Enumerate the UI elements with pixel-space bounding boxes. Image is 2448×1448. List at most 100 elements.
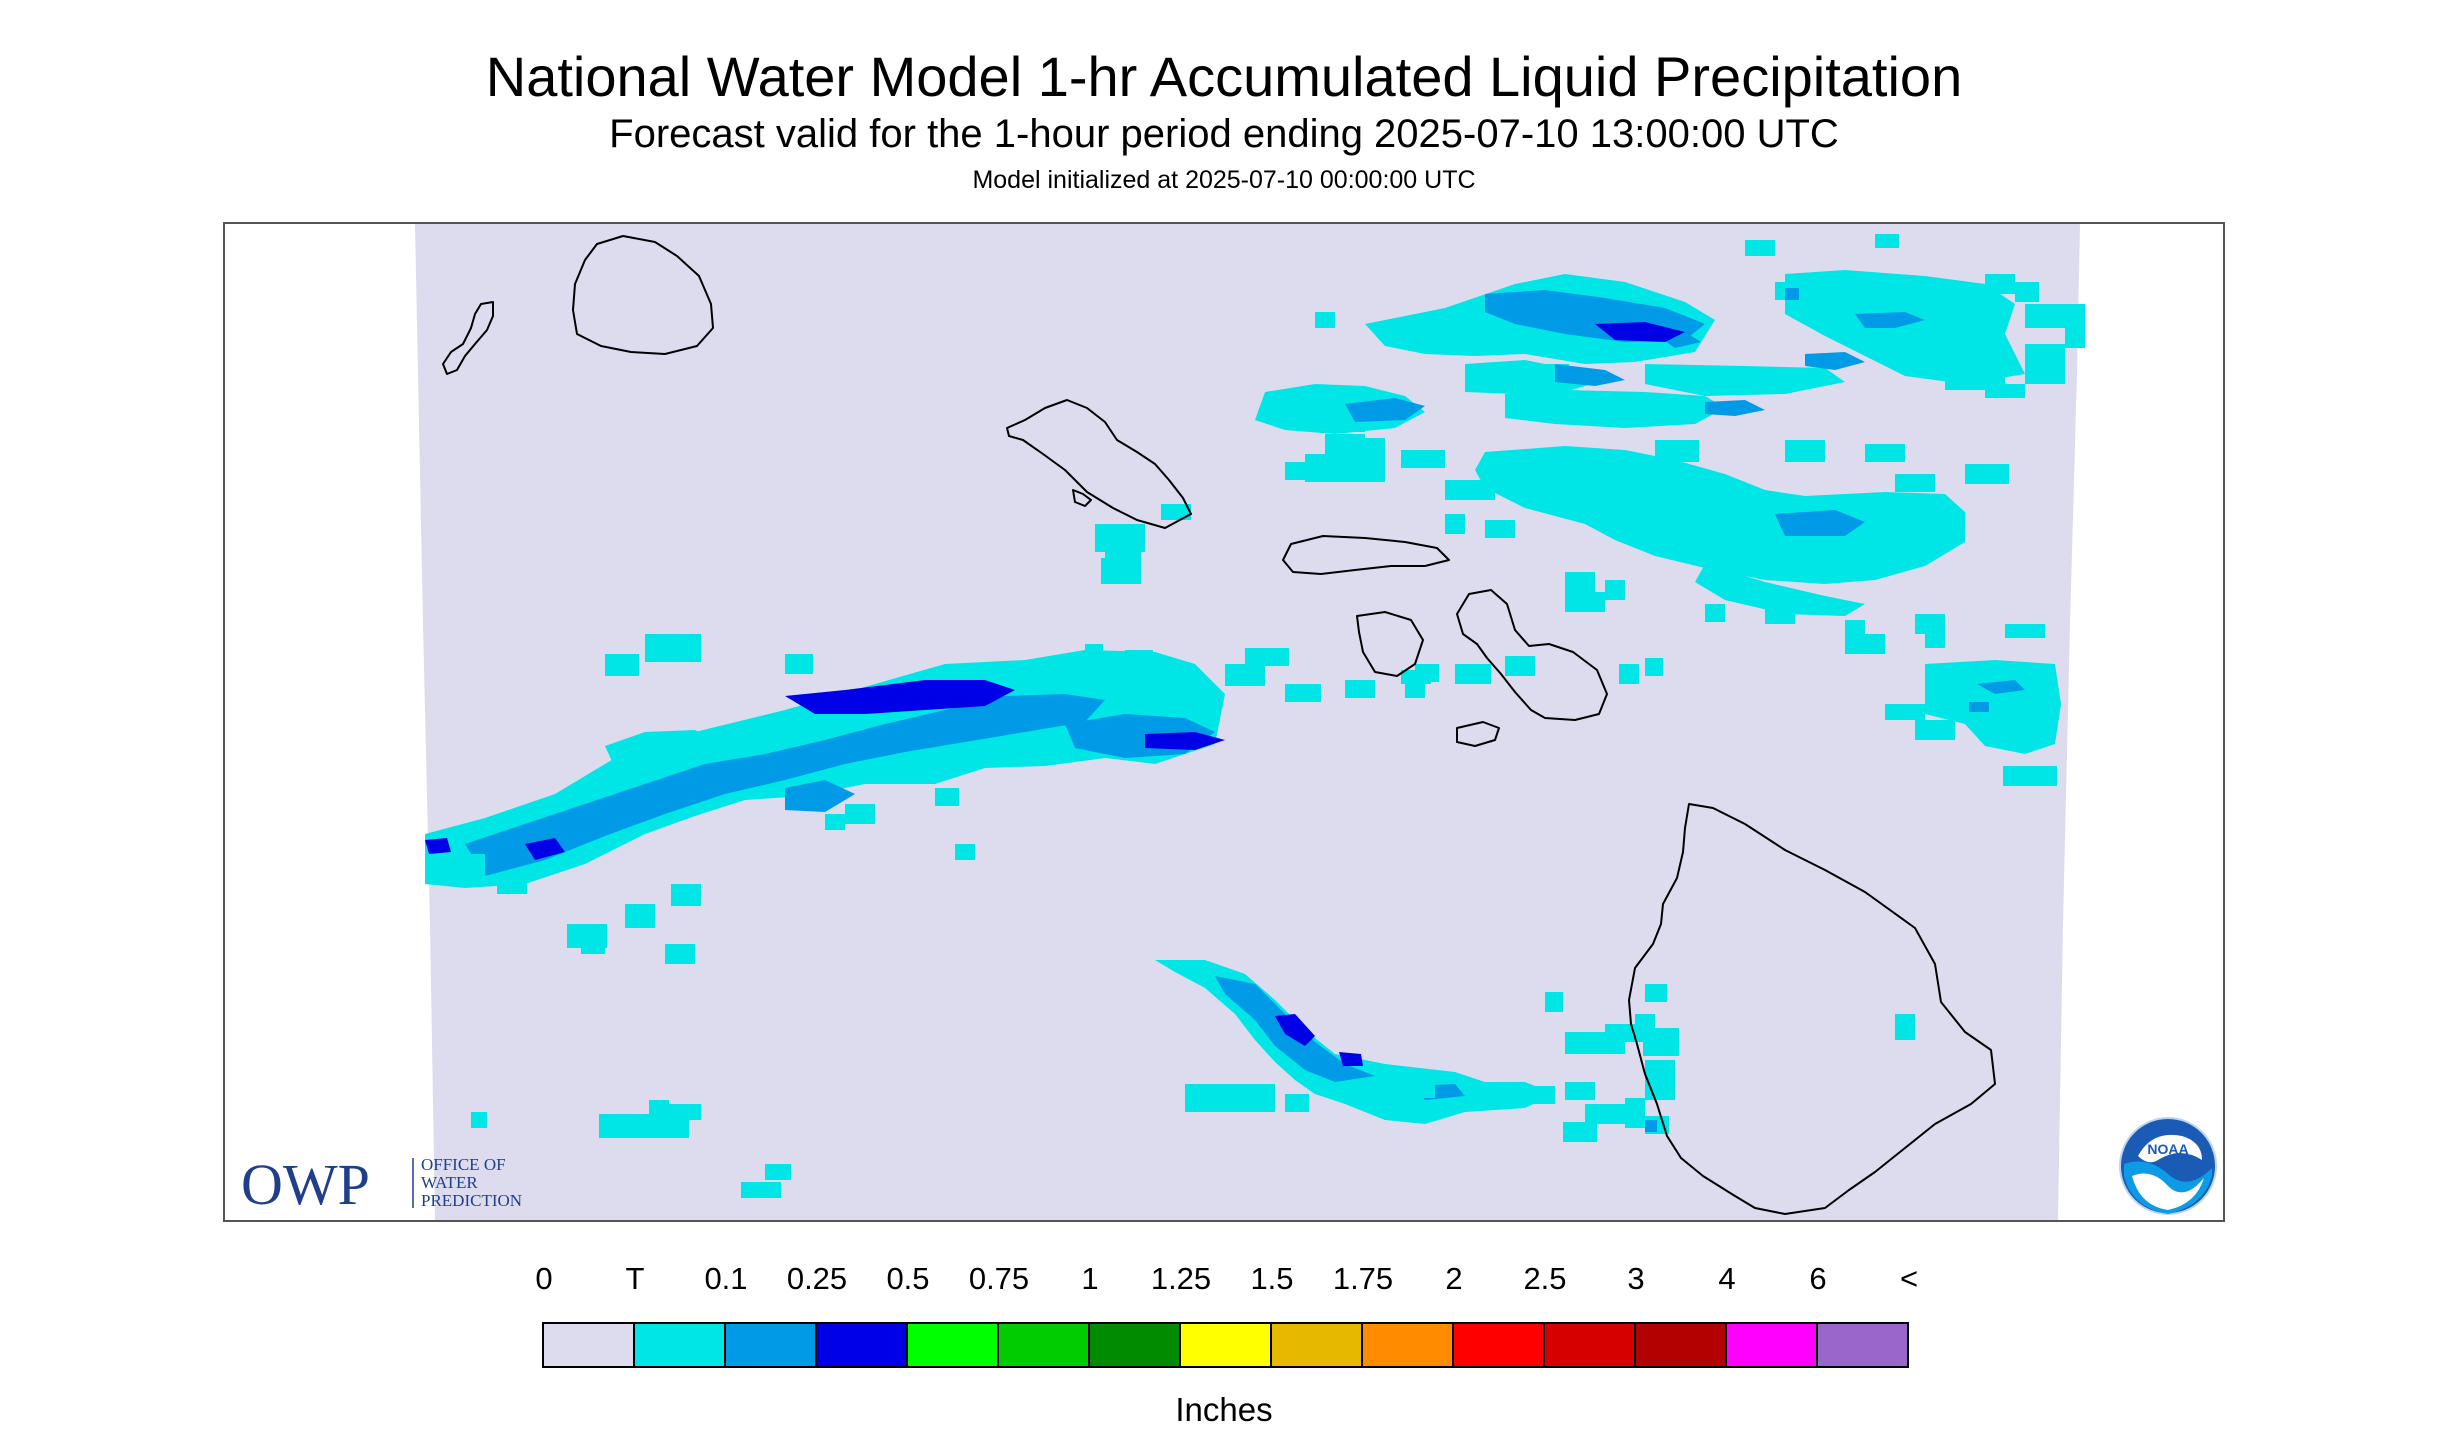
precip-cell xyxy=(1885,284,1925,300)
kahoolawe-island xyxy=(1456,721,1500,747)
owp-logo-line-1: OFFICE OF xyxy=(421,1155,506,1174)
precip-cell xyxy=(671,884,701,906)
precip-cell xyxy=(1245,648,1289,666)
legend-swatch xyxy=(635,1324,726,1366)
precip-cell xyxy=(1785,440,1825,462)
precip-cell xyxy=(2005,624,2045,638)
precip-cell xyxy=(1645,1120,1657,1132)
precip-cell xyxy=(1445,480,1495,500)
precip-cell xyxy=(1525,480,1585,502)
precip-cell xyxy=(1625,1098,1645,1128)
precip-cell xyxy=(741,1182,781,1198)
precip-cell xyxy=(1285,684,1321,702)
noaa-logo: NOAA xyxy=(2119,1117,2217,1215)
legend-label: 6 xyxy=(1809,1261,1827,1296)
precip-band-east xyxy=(1925,660,2061,754)
precip-band-northeast-mid xyxy=(1805,352,1865,370)
owp-logo-line-2: WATER xyxy=(421,1173,478,1192)
precip-cell xyxy=(1865,444,1905,462)
legend-swatch xyxy=(1181,1324,1272,1366)
precip-cell xyxy=(1405,1084,1435,1098)
precip-cell xyxy=(1655,440,1699,462)
precip-band-west xyxy=(605,730,725,770)
legend-label: < xyxy=(1899,1261,1919,1296)
precip-cell xyxy=(1285,1094,1309,1112)
precip-band-northeast xyxy=(1695,564,1865,616)
precip-cell xyxy=(1619,664,1639,684)
precip-cell xyxy=(955,844,975,860)
precip-cell xyxy=(1985,274,2015,294)
precip-cell xyxy=(1305,454,1385,482)
legend-swatch xyxy=(1727,1324,1818,1366)
precip-cell xyxy=(1645,658,1663,676)
precip-band-northeast-mid xyxy=(1555,364,1625,386)
precip-cell xyxy=(1635,1014,1655,1030)
honolulu-harbor-detail xyxy=(1072,489,1092,507)
map-canvas xyxy=(415,224,2085,1220)
precip-band-northeast-mid xyxy=(1705,400,1765,416)
precip-cell xyxy=(645,634,701,662)
precip-band-northeast-core xyxy=(1595,322,1685,342)
precip-cell xyxy=(1845,634,1885,654)
precip-band-northeast-mid xyxy=(1855,312,1925,328)
precip-cell xyxy=(1315,312,1335,328)
precip-cell xyxy=(1885,704,1925,720)
precip-cell xyxy=(1085,644,1103,662)
precip-cell xyxy=(1895,474,1935,492)
precip-cell xyxy=(471,1112,487,1128)
legend-swatch xyxy=(817,1324,908,1366)
precipitation-map: OWP OFFICE OF WATER PREDICTION NOAA xyxy=(223,222,2225,1222)
precip-band-northeast-mid xyxy=(1345,398,1425,422)
precip-cell xyxy=(2025,344,2065,370)
precip-band-south-core xyxy=(1339,1052,1363,1066)
legend-label: 0 xyxy=(535,1261,553,1296)
legend-swatch xyxy=(1545,1324,1636,1366)
legend-swatch xyxy=(1090,1324,1181,1366)
precip-cell xyxy=(1505,656,1535,676)
precip-cell xyxy=(1645,1060,1675,1100)
legend-swatch xyxy=(726,1324,817,1366)
precip-cell xyxy=(665,944,695,964)
precip-cell xyxy=(1445,514,1465,534)
legend-label: 0.25 xyxy=(786,1261,848,1296)
legend-label: 0.75 xyxy=(968,1261,1030,1296)
owp-logo-line-3: PREDICTION xyxy=(421,1191,522,1210)
precip-cell xyxy=(1565,592,1605,612)
noaa-logo-text: NOAA xyxy=(2147,1141,2188,1157)
precip-cell xyxy=(1563,1122,1597,1142)
precip-cell xyxy=(1965,464,2009,484)
precip-cell xyxy=(1605,456,1635,474)
molokai-island xyxy=(1282,535,1450,575)
precip-cell xyxy=(845,804,875,824)
precip-cell xyxy=(935,788,959,806)
precip-cell xyxy=(1875,234,1899,248)
precip-band-northeast xyxy=(1785,270,2025,384)
precip-band-west-core xyxy=(785,680,1015,714)
oahu-island xyxy=(1006,399,1192,529)
precip-band-northeast xyxy=(1645,364,1845,396)
kauai-island xyxy=(572,235,714,355)
legend-swatch xyxy=(1272,1324,1363,1366)
precip-cell xyxy=(1985,384,2025,398)
legend-label: 3 xyxy=(1627,1261,1645,1296)
precip-cell xyxy=(1565,572,1595,592)
precip-cell xyxy=(1485,520,1515,538)
precip-cell xyxy=(1515,1086,1555,1104)
precip-cell xyxy=(825,814,845,830)
legend-swatch xyxy=(1363,1324,1454,1366)
chart-subtitle: Forecast valid for the 1-hour period end… xyxy=(609,112,1839,156)
precip-cell xyxy=(1925,634,1945,648)
precip-band-northeast xyxy=(1465,360,1605,394)
legend-label: T xyxy=(625,1261,645,1296)
legend-label: 0.5 xyxy=(886,1261,930,1296)
legend-label: 1.5 xyxy=(1250,1261,1294,1296)
precip-cell xyxy=(605,654,639,676)
legend-label: 1 xyxy=(1081,1261,1099,1296)
hawaii-big-island xyxy=(1628,803,1996,1215)
legend-swatch xyxy=(1636,1324,1727,1366)
precip-cell xyxy=(2015,282,2039,302)
precip-band-northeast xyxy=(1475,446,1965,584)
precip-cell xyxy=(1401,670,1431,684)
precip-cell xyxy=(1285,462,1309,480)
owp-logo-letters: OWP xyxy=(241,1154,370,1210)
